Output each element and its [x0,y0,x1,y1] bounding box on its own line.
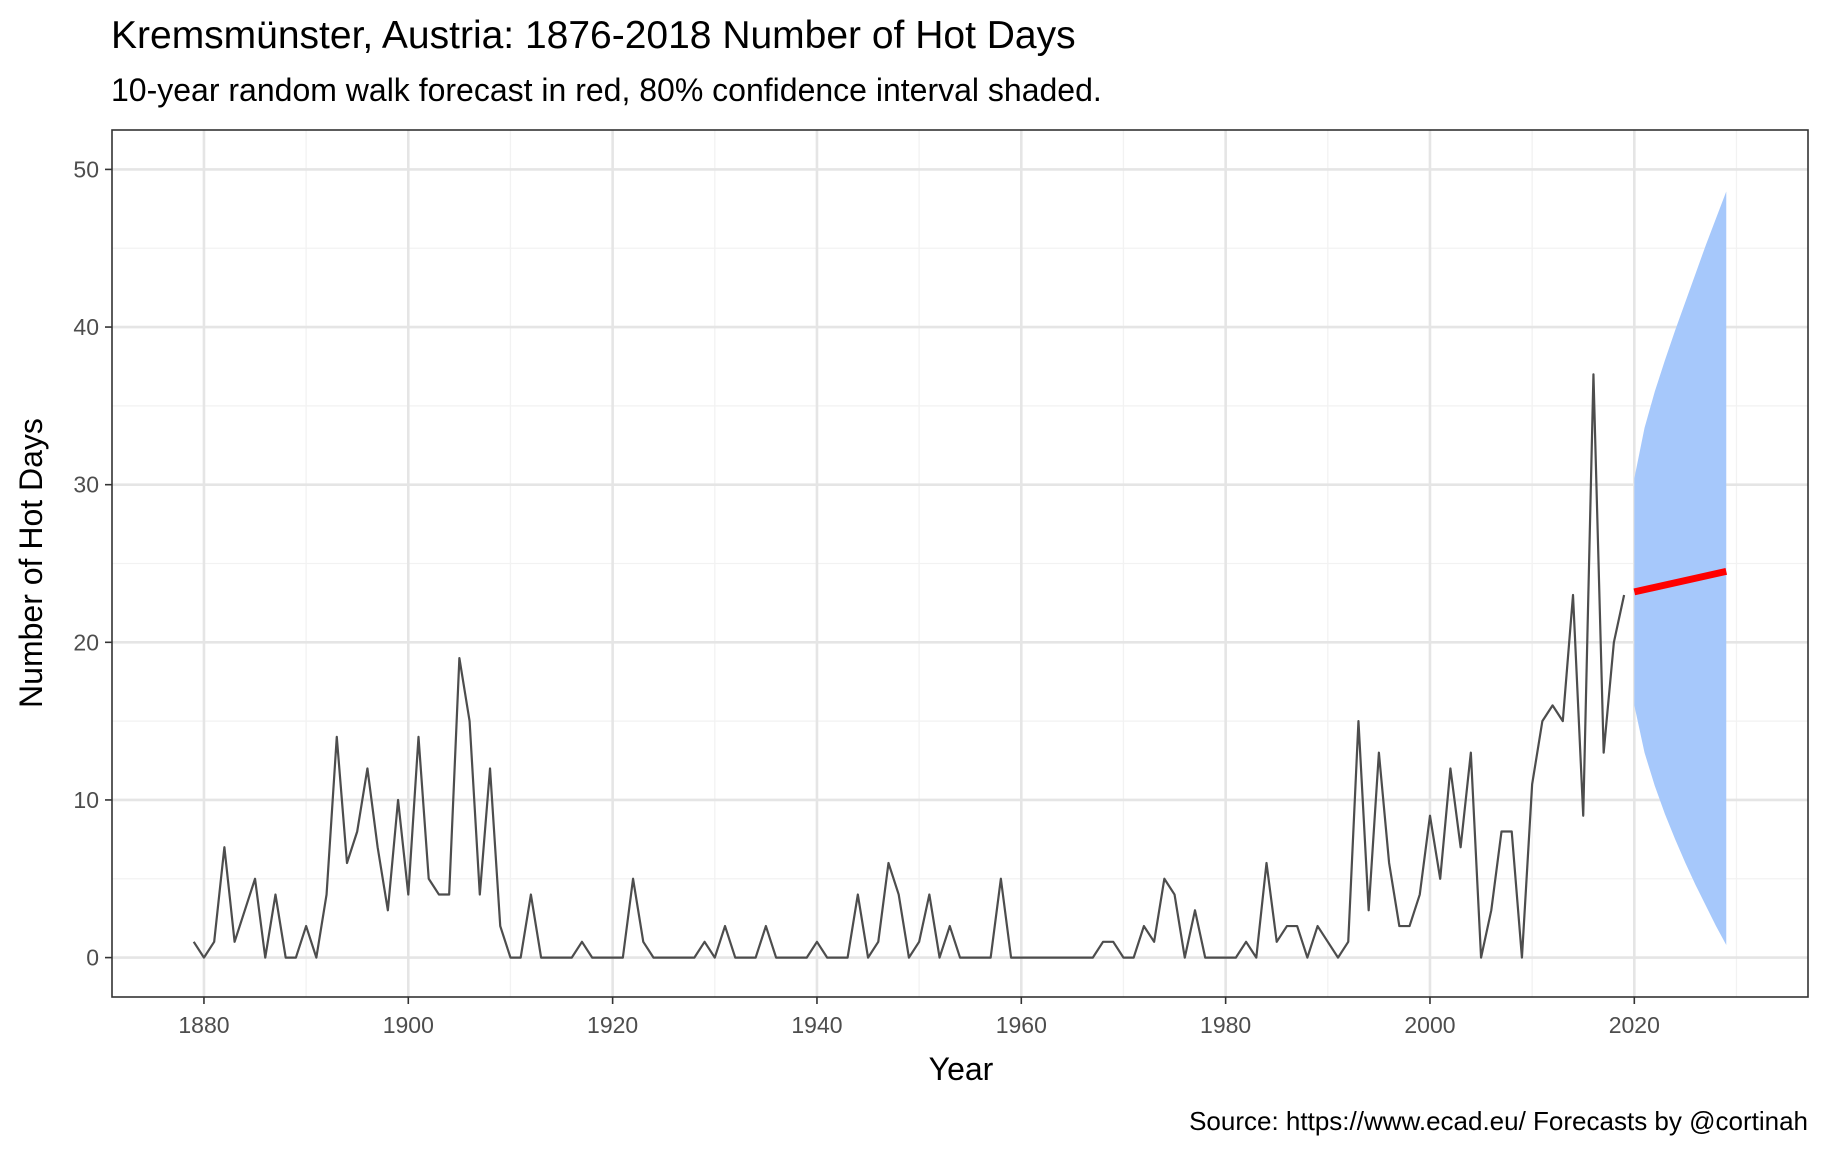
x-tick-label: 2000 [1404,1012,1455,1038]
x-tick-label: 1920 [587,1012,638,1038]
y-tick-label: 30 [73,472,99,498]
chart-subtitle: 10-year random walk forecast in red, 80%… [111,72,1102,108]
x-tick-label: 1960 [996,1012,1047,1038]
x-tick-label: 1880 [178,1012,229,1038]
x-tick-label: 1940 [791,1012,842,1038]
grid-layer [112,130,1808,997]
chart-caption: Source: https://www.ecad.eu/ Forecasts b… [1189,1106,1808,1136]
x-tick-label: 1900 [383,1012,434,1038]
confidence-interval-band [1634,191,1727,945]
line-layer [192,373,1728,959]
y-tick-label: 0 [86,945,99,971]
x-tick-label: 1980 [1200,1012,1251,1038]
y-tick-label: 20 [73,629,99,655]
forecast-line [1633,567,1728,596]
y-axis-title: Number of Hot Days [13,418,49,708]
observed-series-line [192,373,1626,959]
chart-title: Kremsmünster, Austria: 1876-2018 Number … [111,14,1076,57]
y-tick-label: 50 [73,156,99,182]
interval-layer [1634,191,1727,945]
axis-layer: 1880 1900 1920 1940 1960 1980 2000 2020 0 10 20 30 4… [73,129,1809,1038]
y-tick-label: 10 [73,787,99,813]
y-tick-label: 40 [73,314,99,340]
x-axis-title: Year [929,1051,994,1087]
x-tick-label: 2020 [1609,1012,1660,1038]
panel-border [111,129,1809,998]
